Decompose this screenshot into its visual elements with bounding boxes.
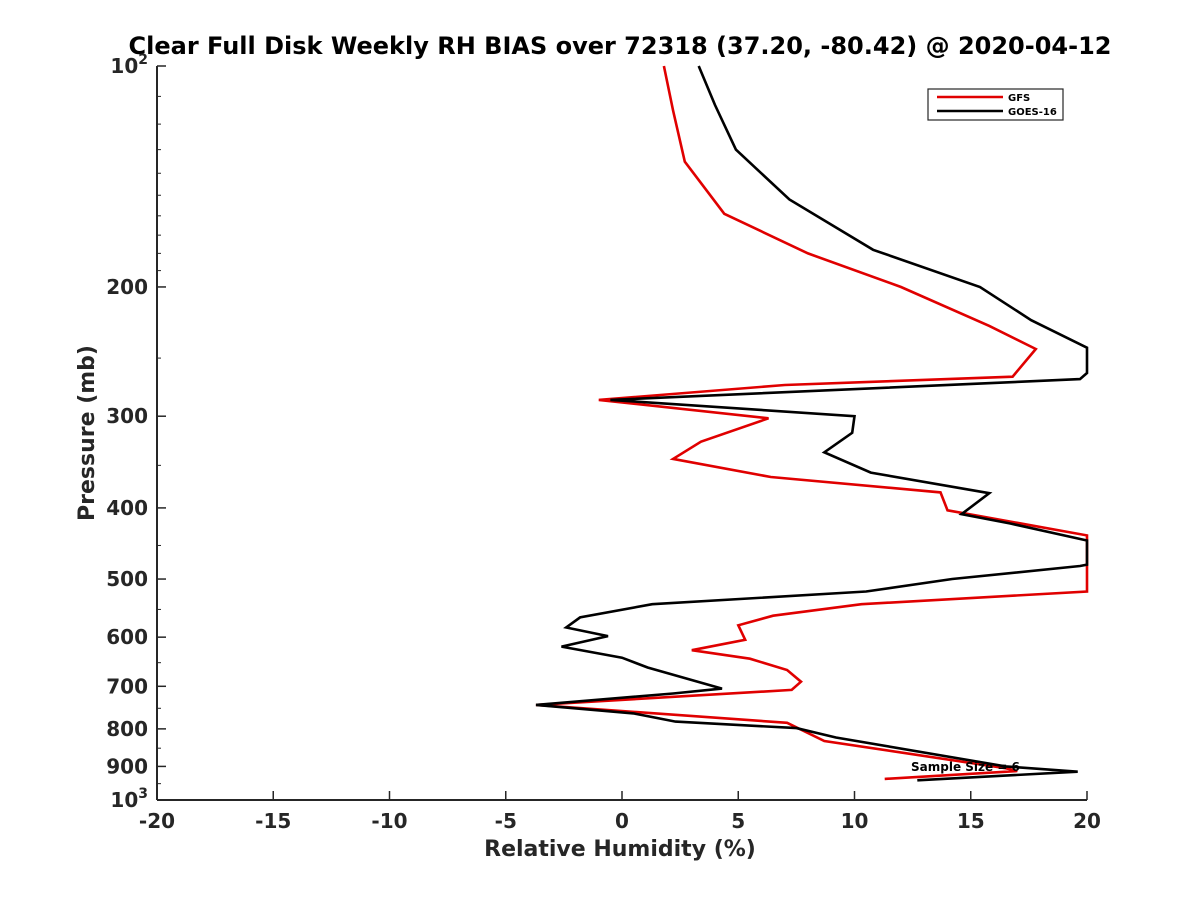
x-tick-label: -20 [139, 809, 175, 833]
chart-title: Clear Full Disk Weekly RH BIAS over 7231… [129, 32, 1112, 60]
y-tick-label: 103 [110, 786, 148, 812]
legend-label: GFS [1008, 93, 1030, 104]
y-tick-label: 400 [106, 496, 148, 520]
sample-size-annotation: Sample Size = 6 [911, 760, 1020, 774]
x-tick-label: -15 [255, 809, 291, 833]
x-tick-label: -5 [495, 809, 517, 833]
y-tick-label: 102 [110, 52, 148, 78]
y-axis-label: Pressure (mb) [75, 345, 100, 521]
x-tick-label: 15 [957, 809, 985, 833]
y-tick-label: 300 [106, 404, 148, 428]
y-ticks: 102 200 300 400 500 600 700 800 900 103 [106, 52, 166, 812]
legend-box [927, 88, 1064, 121]
y-tick-label: 800 [106, 717, 148, 741]
x-tick-label: -10 [371, 809, 407, 833]
x-axis-label: Relative Humidity (%) [484, 837, 756, 862]
x-ticks: -20 -15 -10 -5 0 5 10 15 20 [139, 791, 1101, 833]
x-tick-label: 10 [841, 809, 869, 833]
x-tick-label: 20 [1073, 809, 1101, 833]
series-line-gfs [535, 65, 1089, 781]
series-line-goes-16 [535, 65, 1089, 782]
y-tick-label: 500 [106, 567, 148, 591]
y-tick-label: 600 [106, 625, 148, 649]
y-tick-label: 700 [106, 674, 148, 698]
x-tick-label: 5 [731, 809, 745, 833]
y-tick-label: 200 [106, 275, 148, 299]
legend: GFS GOES-16 [927, 88, 1064, 121]
legend-label: GOES-16 [1008, 107, 1057, 118]
series-layer [535, 65, 1089, 782]
y-tick-label: 900 [106, 754, 148, 778]
x-tick-label: 0 [615, 809, 629, 833]
